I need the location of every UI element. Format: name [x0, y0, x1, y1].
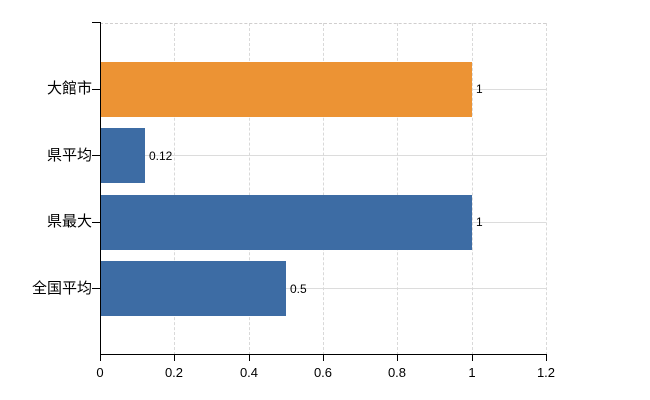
plot-top-border — [100, 22, 546, 24]
bar-value-label: 0.5 — [290, 282, 307, 296]
y-axis-tick — [92, 155, 100, 157]
y-axis-tick — [92, 221, 100, 223]
y-axis-tick — [92, 288, 100, 290]
y-axis-line — [100, 22, 101, 355]
x-axis-tick — [100, 355, 101, 361]
vertical-gridline — [396, 23, 398, 355]
vertical-gridline — [322, 23, 324, 355]
bar-1 — [100, 128, 145, 183]
y-axis-top-tick — [92, 22, 100, 23]
x-axis-tick-label: 0.4 — [239, 365, 259, 380]
x-axis-tick — [323, 355, 324, 361]
x-axis-tick — [546, 355, 547, 361]
bar-0 — [100, 62, 472, 117]
category-label: 大館市 — [46, 80, 92, 97]
bar-2 — [100, 195, 472, 250]
bar-value-label: 1 — [476, 215, 483, 229]
x-axis-tick — [472, 355, 473, 361]
x-axis-tick-label: 0.2 — [164, 365, 184, 380]
vertical-gridline — [471, 23, 473, 355]
category-label: 県平均 — [46, 147, 92, 164]
x-axis-tick-label: 0.8 — [387, 365, 407, 380]
bar-value-label: 1 — [476, 82, 483, 96]
vertical-gridline — [248, 23, 250, 355]
bar-value-label: 0.12 — [149, 149, 173, 163]
x-axis-tick-label: 0.6 — [313, 365, 333, 380]
y-axis-tick — [92, 88, 100, 90]
x-axis-tick-label: 1.2 — [536, 365, 556, 380]
category-label: 全国平均 — [31, 280, 92, 297]
x-axis-tick-label: 1 — [468, 365, 476, 380]
bar-3 — [100, 261, 286, 316]
x-axis-tick-label: 0 — [96, 365, 104, 380]
category-label: 県最大 — [46, 213, 92, 230]
vertical-gridline — [545, 23, 547, 355]
x-axis-line — [100, 354, 547, 355]
vertical-gridline — [173, 23, 175, 355]
x-axis-tick — [174, 355, 175, 361]
x-axis-tick — [249, 355, 250, 361]
x-axis-tick — [397, 355, 398, 361]
